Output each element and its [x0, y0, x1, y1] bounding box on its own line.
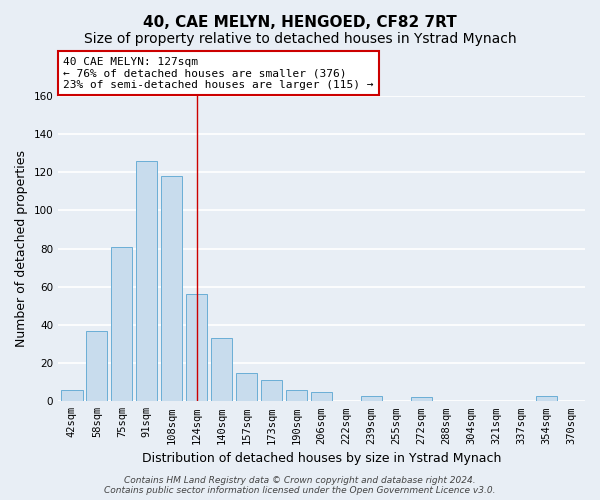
Bar — [236, 372, 257, 402]
Text: 40, CAE MELYN, HENGOED, CF82 7RT: 40, CAE MELYN, HENGOED, CF82 7RT — [143, 15, 457, 30]
Bar — [111, 246, 133, 402]
Bar — [61, 390, 83, 402]
Text: 40 CAE MELYN: 127sqm
← 76% of detached houses are smaller (376)
23% of semi-deta: 40 CAE MELYN: 127sqm ← 76% of detached h… — [64, 56, 374, 90]
X-axis label: Distribution of detached houses by size in Ystrad Mynach: Distribution of detached houses by size … — [142, 452, 501, 465]
Bar — [136, 161, 157, 402]
Bar — [411, 398, 432, 402]
Bar — [186, 294, 208, 402]
Text: Contains HM Land Registry data © Crown copyright and database right 2024.
Contai: Contains HM Land Registry data © Crown c… — [104, 476, 496, 495]
Bar — [361, 396, 382, 402]
Bar — [86, 330, 107, 402]
Bar — [161, 176, 182, 402]
Text: Size of property relative to detached houses in Ystrad Mynach: Size of property relative to detached ho… — [83, 32, 517, 46]
Y-axis label: Number of detached properties: Number of detached properties — [15, 150, 28, 347]
Bar — [261, 380, 282, 402]
Bar — [211, 338, 232, 402]
Bar — [286, 390, 307, 402]
Bar — [536, 396, 557, 402]
Bar — [311, 392, 332, 402]
